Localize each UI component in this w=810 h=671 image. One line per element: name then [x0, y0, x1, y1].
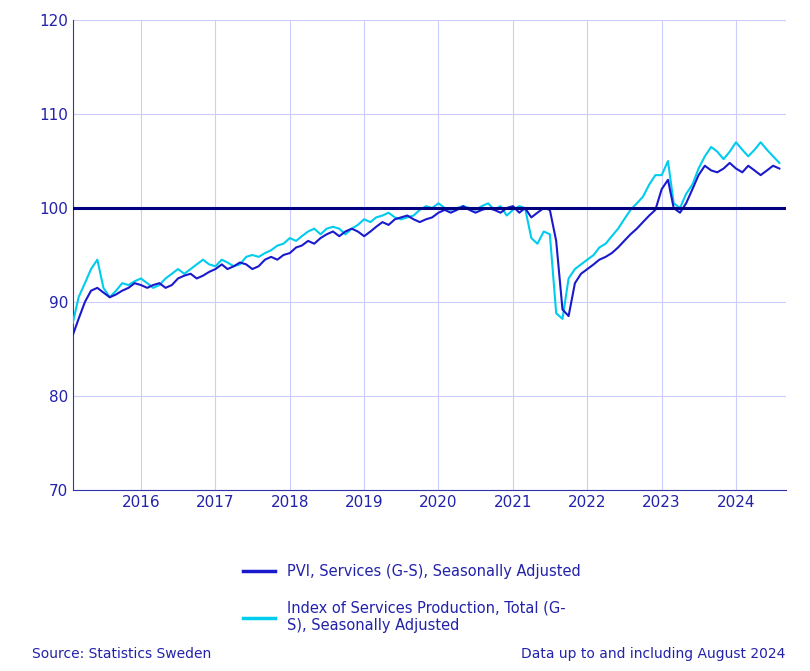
Text: Source: Statistics Sweden: Source: Statistics Sweden — [32, 647, 211, 661]
Text: Data up to and including August 2024: Data up to and including August 2024 — [522, 647, 786, 661]
Legend: PVI, Services (G-S), Seasonally Adjusted, Index of Services Production, Total (G: PVI, Services (G-S), Seasonally Adjusted… — [237, 558, 586, 639]
